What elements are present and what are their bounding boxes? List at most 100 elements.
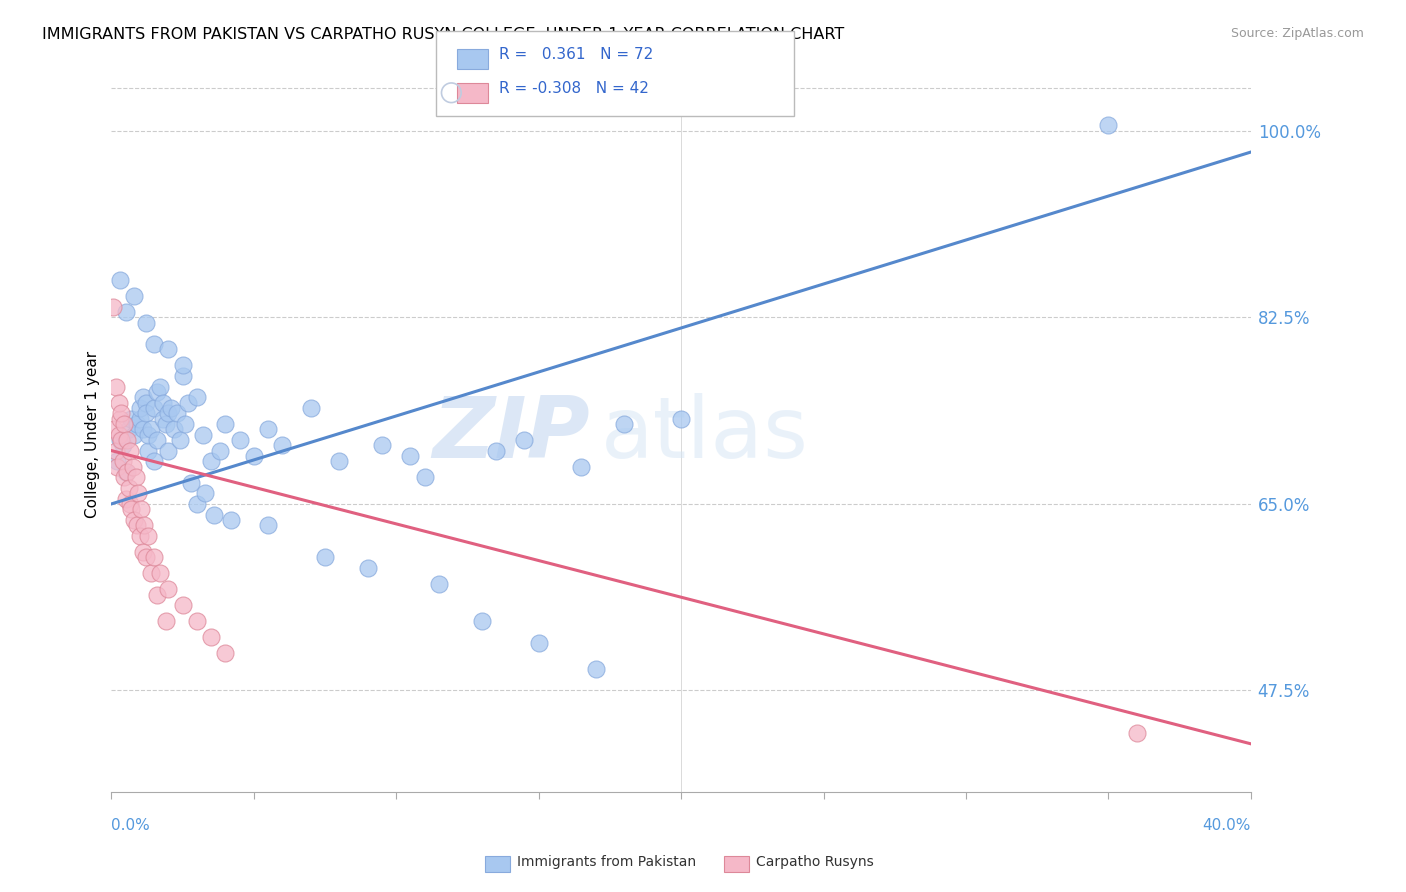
Point [328, 454, 350, 468]
Point [143, 550, 166, 565]
Point [669, 411, 692, 425]
Point [191, 427, 214, 442]
Point [180, 475, 202, 490]
Point [585, 662, 607, 676]
Point [122, 427, 145, 442]
Point [111, 438, 134, 452]
Point [166, 406, 188, 420]
Text: R = -0.308   N = 42: R = -0.308 N = 42 [499, 81, 650, 96]
Point [132, 545, 155, 559]
Point [112, 470, 135, 484]
Point [114, 465, 136, 479]
Point [613, 417, 636, 431]
Point [111, 454, 134, 468]
Point [122, 513, 145, 527]
Point [146, 588, 169, 602]
Point [243, 449, 266, 463]
Point [105, 459, 128, 474]
Point [141, 422, 163, 436]
Point [135, 406, 157, 420]
Point [485, 443, 508, 458]
Text: Carpatho Rusyns: Carpatho Rusyns [756, 855, 875, 870]
Point [143, 401, 166, 415]
Point [186, 614, 208, 628]
Point [413, 470, 436, 484]
Point [152, 395, 174, 409]
Point [214, 417, 236, 431]
Text: IMMIGRANTS FROM PAKISTAN VS CARPATHO RUSYN COLLEGE, UNDER 1 YEAR CORRELATION CHA: IMMIGRANTS FROM PAKISTAN VS CARPATHO RUS… [42, 27, 845, 42]
Point [149, 566, 172, 581]
Point [104, 379, 127, 393]
Point [172, 368, 194, 383]
Point [118, 443, 141, 458]
Point [177, 395, 200, 409]
Point [202, 508, 225, 522]
Point [121, 459, 143, 474]
Point [152, 411, 174, 425]
Point [513, 433, 536, 447]
Point [371, 438, 394, 452]
Text: Source: ZipAtlas.com: Source: ZipAtlas.com [1230, 27, 1364, 40]
Point [128, 401, 150, 415]
Point [110, 406, 132, 420]
Point [135, 316, 157, 330]
Point [228, 433, 250, 447]
Point [146, 433, 169, 447]
Point [172, 598, 194, 612]
Point [157, 406, 180, 420]
Point [149, 379, 172, 393]
Point [143, 337, 166, 351]
Point [114, 491, 136, 506]
Point [101, 300, 124, 314]
Point [257, 422, 280, 436]
Point [104, 443, 127, 458]
Point [219, 513, 242, 527]
Point [115, 433, 138, 447]
Point [128, 529, 150, 543]
Point [131, 502, 153, 516]
Point [1097, 119, 1119, 133]
Point [108, 411, 131, 425]
Point [118, 497, 141, 511]
Point [135, 395, 157, 409]
Point [208, 443, 231, 458]
Point [271, 438, 294, 452]
Point [427, 577, 450, 591]
Point [155, 417, 177, 431]
Point [117, 481, 139, 495]
Point [132, 390, 155, 404]
Point [155, 614, 177, 628]
Point [169, 433, 191, 447]
Point [120, 502, 142, 516]
Point [122, 289, 145, 303]
Point [471, 614, 494, 628]
Text: 0.0%: 0.0% [111, 819, 150, 833]
Text: 40.0%: 40.0% [1202, 819, 1251, 833]
Point [112, 417, 135, 431]
Point [135, 550, 157, 565]
Point [110, 433, 132, 447]
Point [107, 427, 129, 442]
Point [138, 427, 160, 442]
Point [357, 561, 380, 575]
Point [103, 422, 125, 436]
Point [134, 518, 156, 533]
Point [138, 443, 160, 458]
Point [157, 582, 180, 597]
Point [125, 518, 148, 533]
Text: R =   0.361   N = 72: R = 0.361 N = 72 [499, 47, 654, 62]
Point [174, 417, 197, 431]
Y-axis label: College, Under 1 year: College, Under 1 year [86, 351, 100, 518]
Point [571, 459, 593, 474]
Text: atlas: atlas [602, 393, 810, 476]
Point [214, 646, 236, 660]
Point [163, 422, 186, 436]
Point [127, 486, 149, 500]
Point [172, 359, 194, 373]
Point [157, 443, 180, 458]
Point [200, 454, 222, 468]
Point [132, 422, 155, 436]
Point [314, 550, 336, 565]
Point [138, 529, 160, 543]
Point [143, 454, 166, 468]
